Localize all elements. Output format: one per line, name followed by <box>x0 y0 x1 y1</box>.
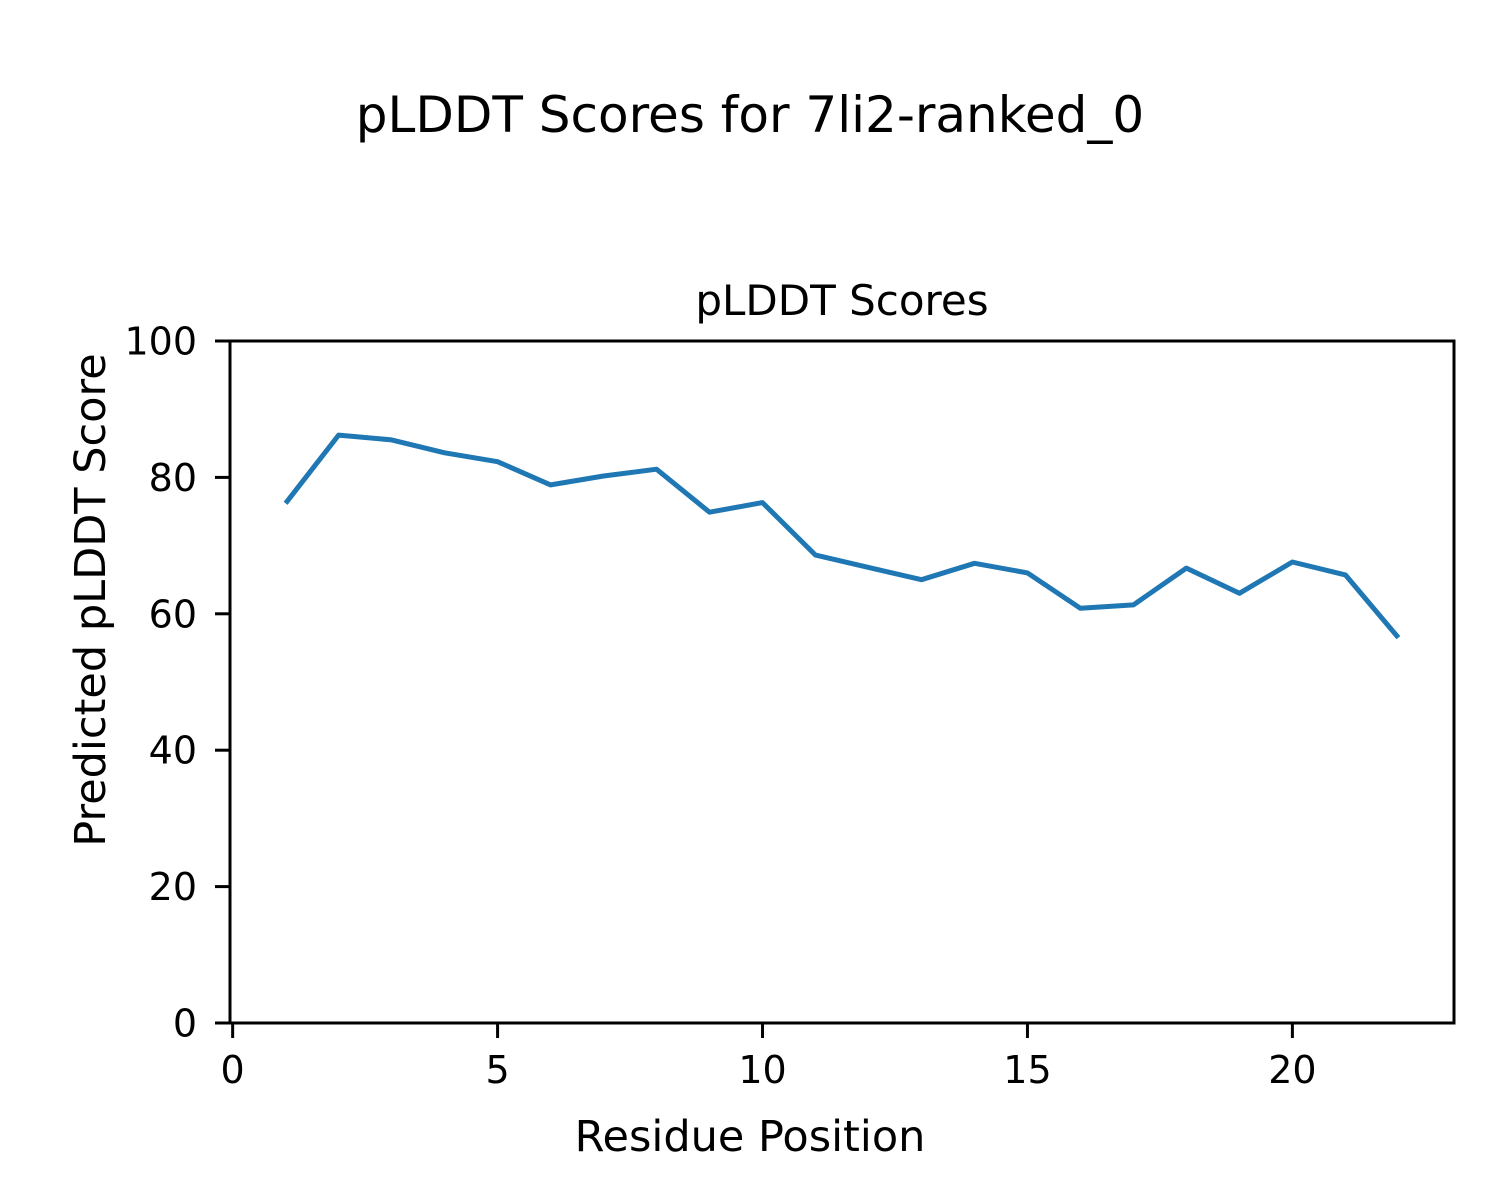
axes-title: pLDDT Scores <box>695 276 988 325</box>
y-tick-label: 0 <box>173 1002 197 1046</box>
y-axis-label: Predicted pLDDT Score <box>66 353 116 846</box>
y-tick-label: 40 <box>149 729 197 773</box>
y-tick-label: 20 <box>149 865 197 909</box>
x-axis-ticks: 0 5 10 15 20 <box>221 1023 1317 1092</box>
y-axis-ticks: 0 20 40 60 80 100 <box>124 320 230 1046</box>
x-tick-label: 10 <box>738 1048 786 1092</box>
x-tick-label: 0 <box>221 1048 245 1092</box>
x-tick-label: 5 <box>485 1048 509 1092</box>
x-tick-label: 20 <box>1268 1048 1316 1092</box>
figure-suptitle: pLDDT Scores for 7li2-ranked_0 <box>356 86 1144 144</box>
y-tick-label: 60 <box>149 592 197 636</box>
x-tick-label: 15 <box>1003 1048 1051 1092</box>
axes-spines <box>228 339 1456 1025</box>
y-tick-label: 100 <box>124 320 197 364</box>
plddt-line-series <box>283 432 1401 640</box>
y-tick-label: 80 <box>149 456 197 500</box>
x-axis-label: Residue Position <box>575 1112 926 1162</box>
